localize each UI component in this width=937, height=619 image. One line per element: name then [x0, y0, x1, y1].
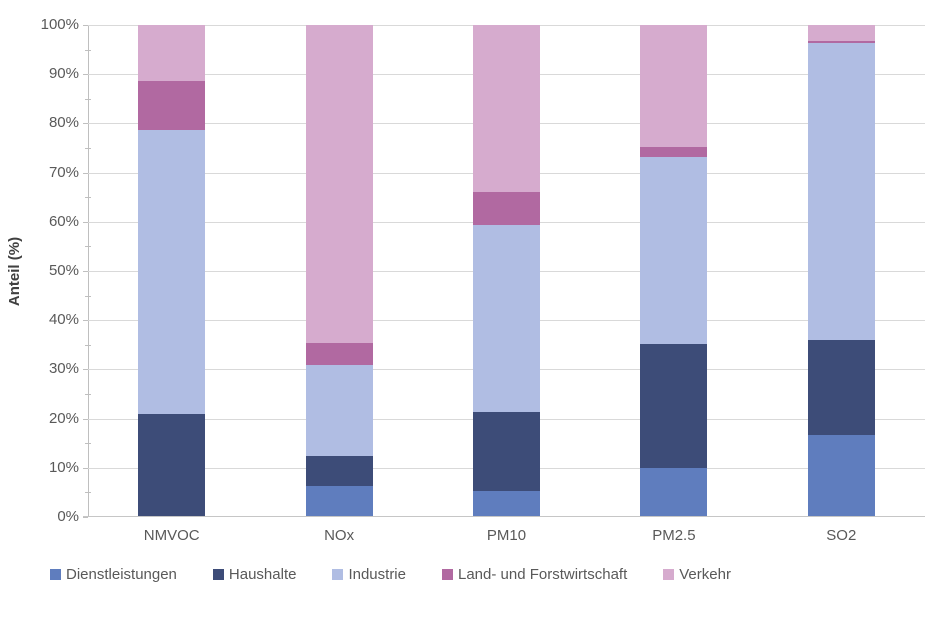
bar-segment-haushalte	[305, 455, 373, 487]
bar-segment-land-und-forstwirtschaft	[807, 40, 875, 44]
bar-so2	[807, 25, 875, 517]
y-tick-label-100: 100%	[40, 16, 79, 33]
legend-item-industrie: Industrie	[332, 566, 406, 583]
y-major-tick-10	[83, 467, 88, 469]
plot-area: 0% 10% 20% 30% 40% 50% 60% 70% 80% 90% 100%	[41, 17, 925, 525]
y-axis-title: Anteil (%)	[6, 236, 24, 306]
legend-swatch-icon	[212, 569, 224, 580]
legend-label: Verkehr	[679, 566, 731, 583]
legend-swatch-icon	[442, 569, 453, 580]
bar-segment-land-und-forstwirtschaft	[640, 146, 708, 157]
bar-segment-verkehr	[807, 25, 875, 41]
y-major-tick-0	[83, 517, 88, 518]
legend-item-dienstleistungen: Dienstleistungen	[50, 566, 177, 583]
bar-segment-haushalte	[473, 412, 540, 491]
y-major-tick-40	[83, 320, 88, 322]
y-major-tick-60	[83, 221, 88, 223]
y-minor-tick-15	[85, 443, 91, 445]
x-category-label-nox: NOx	[324, 527, 355, 544]
bar-segment-land-und-forstwirtschaft	[138, 80, 206, 131]
y-tick-label-70: 70%	[48, 163, 79, 181]
bar-pm10	[473, 25, 540, 517]
bar-segment-industrie	[473, 225, 540, 413]
y-tick-label-40: 40%	[48, 311, 79, 329]
x-category-label-pm10: PM10	[486, 527, 527, 544]
legend-item-haushalte: Haushalte	[212, 566, 297, 583]
x-category-label-pm2-5: PM2.5	[652, 527, 696, 544]
bar-segment-dienstleistungen	[305, 486, 373, 517]
x-category-label-so2: SO2	[826, 527, 857, 544]
bar-segment-verkehr	[138, 25, 206, 81]
legend-swatch-icon	[332, 569, 344, 580]
bar-segment-industrie	[640, 156, 708, 344]
bar-nmvoc	[138, 25, 206, 517]
y-minor-tick-25	[85, 394, 91, 395]
legend-label: Dienstleistungen	[66, 566, 177, 583]
y-minor-tick-85	[85, 98, 91, 100]
legend: Dienstleistungen Haushalte Industrie Land- …	[50, 566, 731, 583]
bar-segment-haushalte	[640, 343, 708, 468]
bar-pm2-5	[640, 25, 708, 517]
bar-segment-dienstleistungen	[807, 434, 875, 517]
legend-label: Haushalte	[228, 566, 297, 583]
y-tick-label-30: 30%	[48, 360, 79, 378]
bar-segment-haushalte	[807, 339, 875, 435]
bar-segment-land-und-forstwirtschaft	[473, 191, 540, 226]
y-minor-tick-55	[85, 246, 91, 248]
y-major-tick-70	[83, 172, 88, 174]
y-minor-tick-65	[85, 197, 91, 199]
y-axis-title-container: Anteil (%)	[2, 25, 28, 517]
bar-segment-industrie	[138, 130, 206, 414]
x-category-label-nmvoc: NMVOC	[143, 527, 200, 544]
y-minor-tick-45	[85, 295, 91, 297]
bar-segment-verkehr	[473, 25, 540, 192]
y-tick-label-20: 20%	[48, 409, 79, 427]
y-major-tick-100	[83, 25, 88, 26]
legend-label: Industrie	[348, 566, 406, 583]
bar-segment-dienstleistungen	[640, 467, 708, 517]
y-tick-label-90: 90%	[48, 65, 79, 83]
bar-segment-industrie	[807, 43, 875, 340]
y-major-tick-50	[83, 271, 88, 272]
y-tick-label-10: 10%	[48, 458, 79, 476]
bar-segment-verkehr	[305, 25, 373, 343]
legend-item-land-und-forstwirtschaft: Land- und Forstwirtschaft	[442, 566, 627, 583]
y-major-tick-20	[83, 418, 88, 420]
y-tick-label-50: 50%	[48, 262, 79, 279]
y-tick-label-60: 60%	[48, 212, 79, 230]
legend-item-verkehr: Verkehr	[663, 566, 731, 583]
y-tick-label-80: 80%	[48, 114, 79, 132]
bar-segment-industrie	[305, 365, 373, 456]
legend-swatch-icon	[50, 569, 61, 580]
bar-segment-dienstleistungen	[473, 490, 540, 517]
legend-label: Land- und Forstwirtschaft	[458, 566, 628, 583]
y-minor-tick-75	[85, 148, 91, 149]
y-major-tick-30	[83, 369, 88, 371]
bar-segment-land-und-forstwirtschaft	[305, 342, 373, 366]
bar-segment-verkehr	[640, 25, 708, 147]
y-major-tick-80	[83, 123, 88, 125]
y-major-tick-90	[83, 74, 88, 76]
legend-swatch-icon	[663, 569, 675, 580]
y-minor-tick-5	[85, 492, 91, 494]
bar-segment-haushalte	[138, 413, 206, 517]
x-axis-line	[83, 516, 925, 517]
bar-nox	[305, 25, 373, 517]
y-minor-tick-35	[85, 344, 91, 346]
y-tick-label-0: 0%	[57, 508, 79, 525]
y-minor-tick-95	[85, 49, 91, 51]
